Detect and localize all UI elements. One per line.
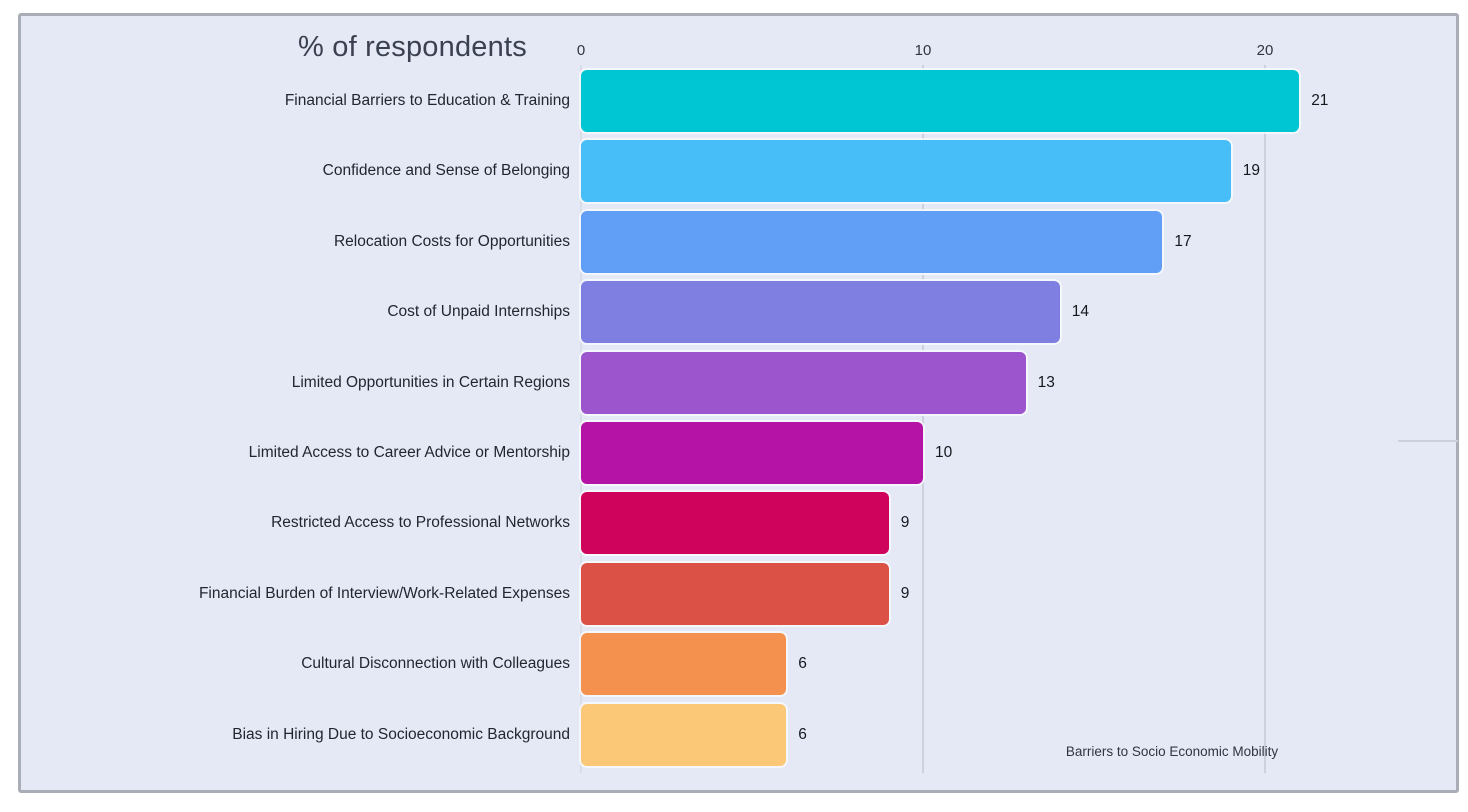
bar — [581, 562, 889, 625]
category-label: Relocation Costs for Opportunities — [333, 232, 570, 250]
bar — [581, 351, 1026, 414]
value-label: 17 — [1174, 232, 1192, 250]
x-tick-label-0: 0 — [576, 42, 586, 59]
bar — [581, 422, 923, 484]
bar — [581, 140, 1231, 203]
category-label: Restricted Access to Professional Networ… — [271, 514, 570, 532]
value-label: 9 — [900, 584, 910, 602]
category-label: Confidence and Sense of Belonging — [322, 162, 570, 180]
category-label: Financial Burden of Interview/Work-Relat… — [198, 584, 570, 602]
bar — [581, 633, 787, 696]
value-label: 6 — [798, 725, 807, 743]
bar — [581, 281, 1060, 344]
category-label: Cost of Unpaid Internships — [387, 303, 570, 321]
value-label: 10 — [935, 444, 953, 461]
category-label: Financial Barriers to Education & Traini… — [284, 92, 570, 109]
category-label: Cultural Disconnection with Colleagues — [301, 655, 570, 673]
value-label: 19 — [1242, 162, 1261, 180]
bar — [581, 210, 1163, 273]
category-label: Limited Opportunities in Certain Regions — [291, 373, 570, 391]
category-label: Bias in Hiring Due to Socioeconomic Back… — [232, 725, 570, 743]
value-label: 21 — [1311, 92, 1329, 109]
value-label: 6 — [798, 655, 807, 673]
value-label: 9 — [900, 514, 910, 532]
category-label: Limited Access to Career Advice or Mento… — [248, 444, 570, 461]
gridline-x-10 — [922, 65, 924, 773]
value-label: 14 — [1071, 303, 1090, 321]
gridline-x-20 — [1264, 65, 1266, 773]
chart-caption: Barriers to Socio Economic Mobility — [1065, 744, 1279, 759]
x-tick-label-10: 10 — [914, 42, 932, 59]
gridline-x-0 — [580, 65, 582, 773]
bar — [581, 703, 787, 766]
right-edge-line — [1398, 440, 1458, 442]
bar — [581, 70, 1300, 132]
bar — [581, 492, 889, 555]
chart-title: % of respondents — [298, 31, 527, 63]
x-tick-label-20: 20 — [1256, 42, 1274, 59]
value-label: 13 — [1037, 373, 1055, 391]
